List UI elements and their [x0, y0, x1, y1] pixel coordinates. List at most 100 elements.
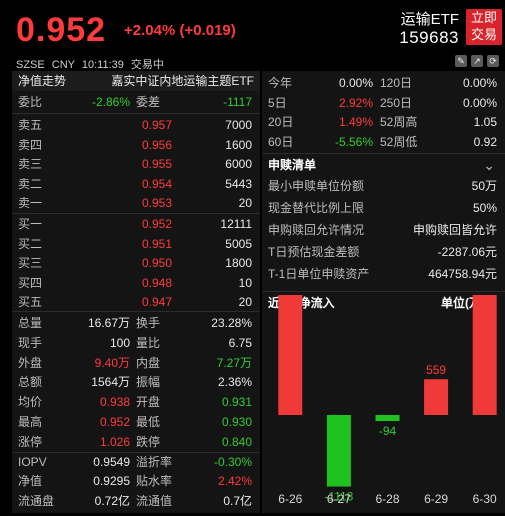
ask-price: 0.953	[141, 196, 172, 210]
subscription-label: 最小申赎单位份额	[268, 179, 365, 193]
bid-level-label: 买四	[18, 275, 43, 290]
period-label: 60日	[268, 134, 294, 149]
bid-level-label: 买一	[18, 217, 43, 231]
bid-level-label: 买二	[18, 236, 43, 251]
stat-label: 最低	[136, 415, 161, 429]
bid-volume: 1800	[225, 256, 252, 270]
stat-value: 0.840	[221, 434, 252, 449]
ask-row[interactable]: 卖四 0.956 1600	[12, 135, 260, 155]
bid-volume: 5005	[225, 236, 252, 251]
trade-button-line2: 交易	[470, 27, 497, 42]
period-return: 2.92%	[338, 95, 373, 110]
stat-row: 净值 0.9295 贴水率 2.42%	[12, 471, 260, 491]
bid-row[interactable]: 买五 0.947 20	[12, 292, 260, 312]
bid-price: 0.952	[141, 217, 172, 231]
performance-row: 20日 1.49% 52周高 1.05	[262, 112, 505, 132]
stat-value: 16.67万	[87, 316, 130, 330]
weibi-row: 委比 -2.86% 委差 -1117	[12, 92, 260, 112]
bid-row[interactable]: 买一 0.952 12111	[12, 214, 260, 234]
bid-volume: 10	[238, 275, 252, 290]
nav-trend-tab[interactable]: 净值走势	[18, 74, 67, 88]
security-name: 运输ETF	[400, 11, 459, 28]
stat-value: 6.75	[228, 335, 252, 350]
flow-bar-6-27	[326, 415, 351, 487]
performance-row: 60日 -5.56% 52周低 0.92	[262, 132, 505, 152]
subscription-row: T日预估现金差额 -2287.06元	[262, 242, 505, 262]
stat-value: 1564万	[91, 375, 130, 390]
share-icon[interactable]: ↗	[471, 55, 483, 67]
subscription-row: 现金替代比例上限 50%	[262, 198, 505, 218]
subscription-value: 50万	[471, 179, 497, 193]
bid-row[interactable]: 买三 0.950 1800	[12, 253, 260, 273]
flow-date-label: 6-27	[327, 492, 351, 506]
stat-label: 溢折率	[136, 454, 173, 469]
bid-volume: 12111	[220, 217, 252, 231]
period-return: 1.05	[473, 115, 497, 129]
stat-value: 0.9549	[93, 454, 130, 469]
ask-level-label: 卖四	[18, 137, 43, 152]
period-label: 20日	[268, 115, 294, 129]
ask-volume: 1600	[225, 137, 252, 152]
ask-price: 0.956	[141, 137, 172, 152]
weibi-value: -2.86%	[91, 95, 130, 109]
last-price: 0.952	[16, 11, 107, 49]
period-return: 0.00%	[462, 76, 497, 90]
subscription-value: 申购赎回皆允许	[412, 223, 497, 237]
stat-label: 贴水率	[136, 474, 173, 489]
stat-label: 最高	[18, 415, 43, 429]
stat-value: 1.026	[99, 434, 130, 449]
subscription-label: 申购赎回允许情况	[268, 223, 365, 237]
stat-value: 0.931	[221, 395, 252, 410]
stat-value: 0.938	[99, 395, 130, 410]
performance-row: 5日 2.92% 250日 0.00%	[262, 93, 505, 113]
period-return: -5.56%	[334, 134, 373, 149]
period-label: 120日	[380, 76, 413, 90]
subscription-label: T-1日单位申赎资产	[268, 267, 370, 281]
bid-level-label: 买五	[18, 295, 43, 309]
period-return: 0.00%	[338, 76, 373, 90]
flow-date-label: 6-26	[278, 492, 302, 506]
ask-level-label: 卖三	[18, 157, 43, 171]
stat-value: 0.952	[99, 415, 130, 429]
bid-row[interactable]: 买四 0.948 10	[12, 273, 260, 293]
period-label: 52周高	[380, 115, 418, 129]
stat-row: 最高 0.952 最低 0.930	[12, 412, 260, 432]
stat-value: 0.72亿	[94, 494, 130, 509]
stat-row: 总额 1564万 振幅 2.36%	[12, 372, 260, 392]
toolbar-icons: ✎ ↗ ⟳	[455, 55, 499, 67]
refresh-icon[interactable]: ⟳	[487, 55, 499, 67]
stat-value: 2.42%	[217, 474, 252, 489]
ask-row[interactable]: 卖三 0.955 6000	[12, 154, 260, 174]
flow-bar-6-26	[278, 290, 303, 415]
info-panel: 今年 0.00% 120日 0.00% 5日 2.92% 250日 0.00% 20日 1.49%…	[262, 71, 505, 513]
stat-label: 振幅	[136, 375, 161, 390]
security-code: 159683	[399, 28, 459, 47]
stat-row: 涨停 1.026 跌停 0.840	[12, 432, 260, 452]
bid-price: 0.951	[141, 236, 172, 251]
bid-price: 0.947	[141, 295, 172, 309]
bid-price: 0.950	[141, 256, 172, 270]
market-meta: SZSE CNY 10:11:39 交易中	[16, 59, 164, 71]
ask-volume: 20	[238, 196, 252, 210]
performance-row: 今年 0.00% 120日 0.00%	[262, 73, 505, 93]
ask-volume: 5443	[225, 176, 252, 191]
chevron-down-icon[interactable]: ⌄	[483, 157, 495, 173]
ask-level-label: 卖一	[18, 196, 43, 210]
stat-label: 现手	[18, 335, 43, 350]
price-change: +2.04% (+0.019)	[124, 22, 236, 39]
subscription-title: 申赎清单	[268, 158, 317, 172]
fund-full-name: 嘉实中证内地运输主题ETF	[111, 74, 254, 88]
bid-row[interactable]: 买二 0.951 5005	[12, 234, 260, 254]
ask-row[interactable]: 卖一 0.953 20	[12, 193, 260, 213]
period-label: 250日	[380, 95, 413, 110]
trade-now-button[interactable]: 立即 交易	[466, 9, 502, 45]
stat-row: 外盘 9.40万 内盘 7.27万	[12, 353, 260, 373]
edit-icon[interactable]: ✎	[455, 55, 467, 67]
ask-row[interactable]: 卖五 0.957 7000	[12, 115, 260, 135]
stat-value: 7.27万	[216, 355, 252, 370]
subscription-row: T-1日单位申赎资产 464758.94元	[262, 264, 505, 284]
ask-row[interactable]: 卖二 0.954 5443	[12, 174, 260, 194]
flow-value-label: 559	[426, 363, 446, 377]
stat-label: 净值	[18, 474, 43, 489]
